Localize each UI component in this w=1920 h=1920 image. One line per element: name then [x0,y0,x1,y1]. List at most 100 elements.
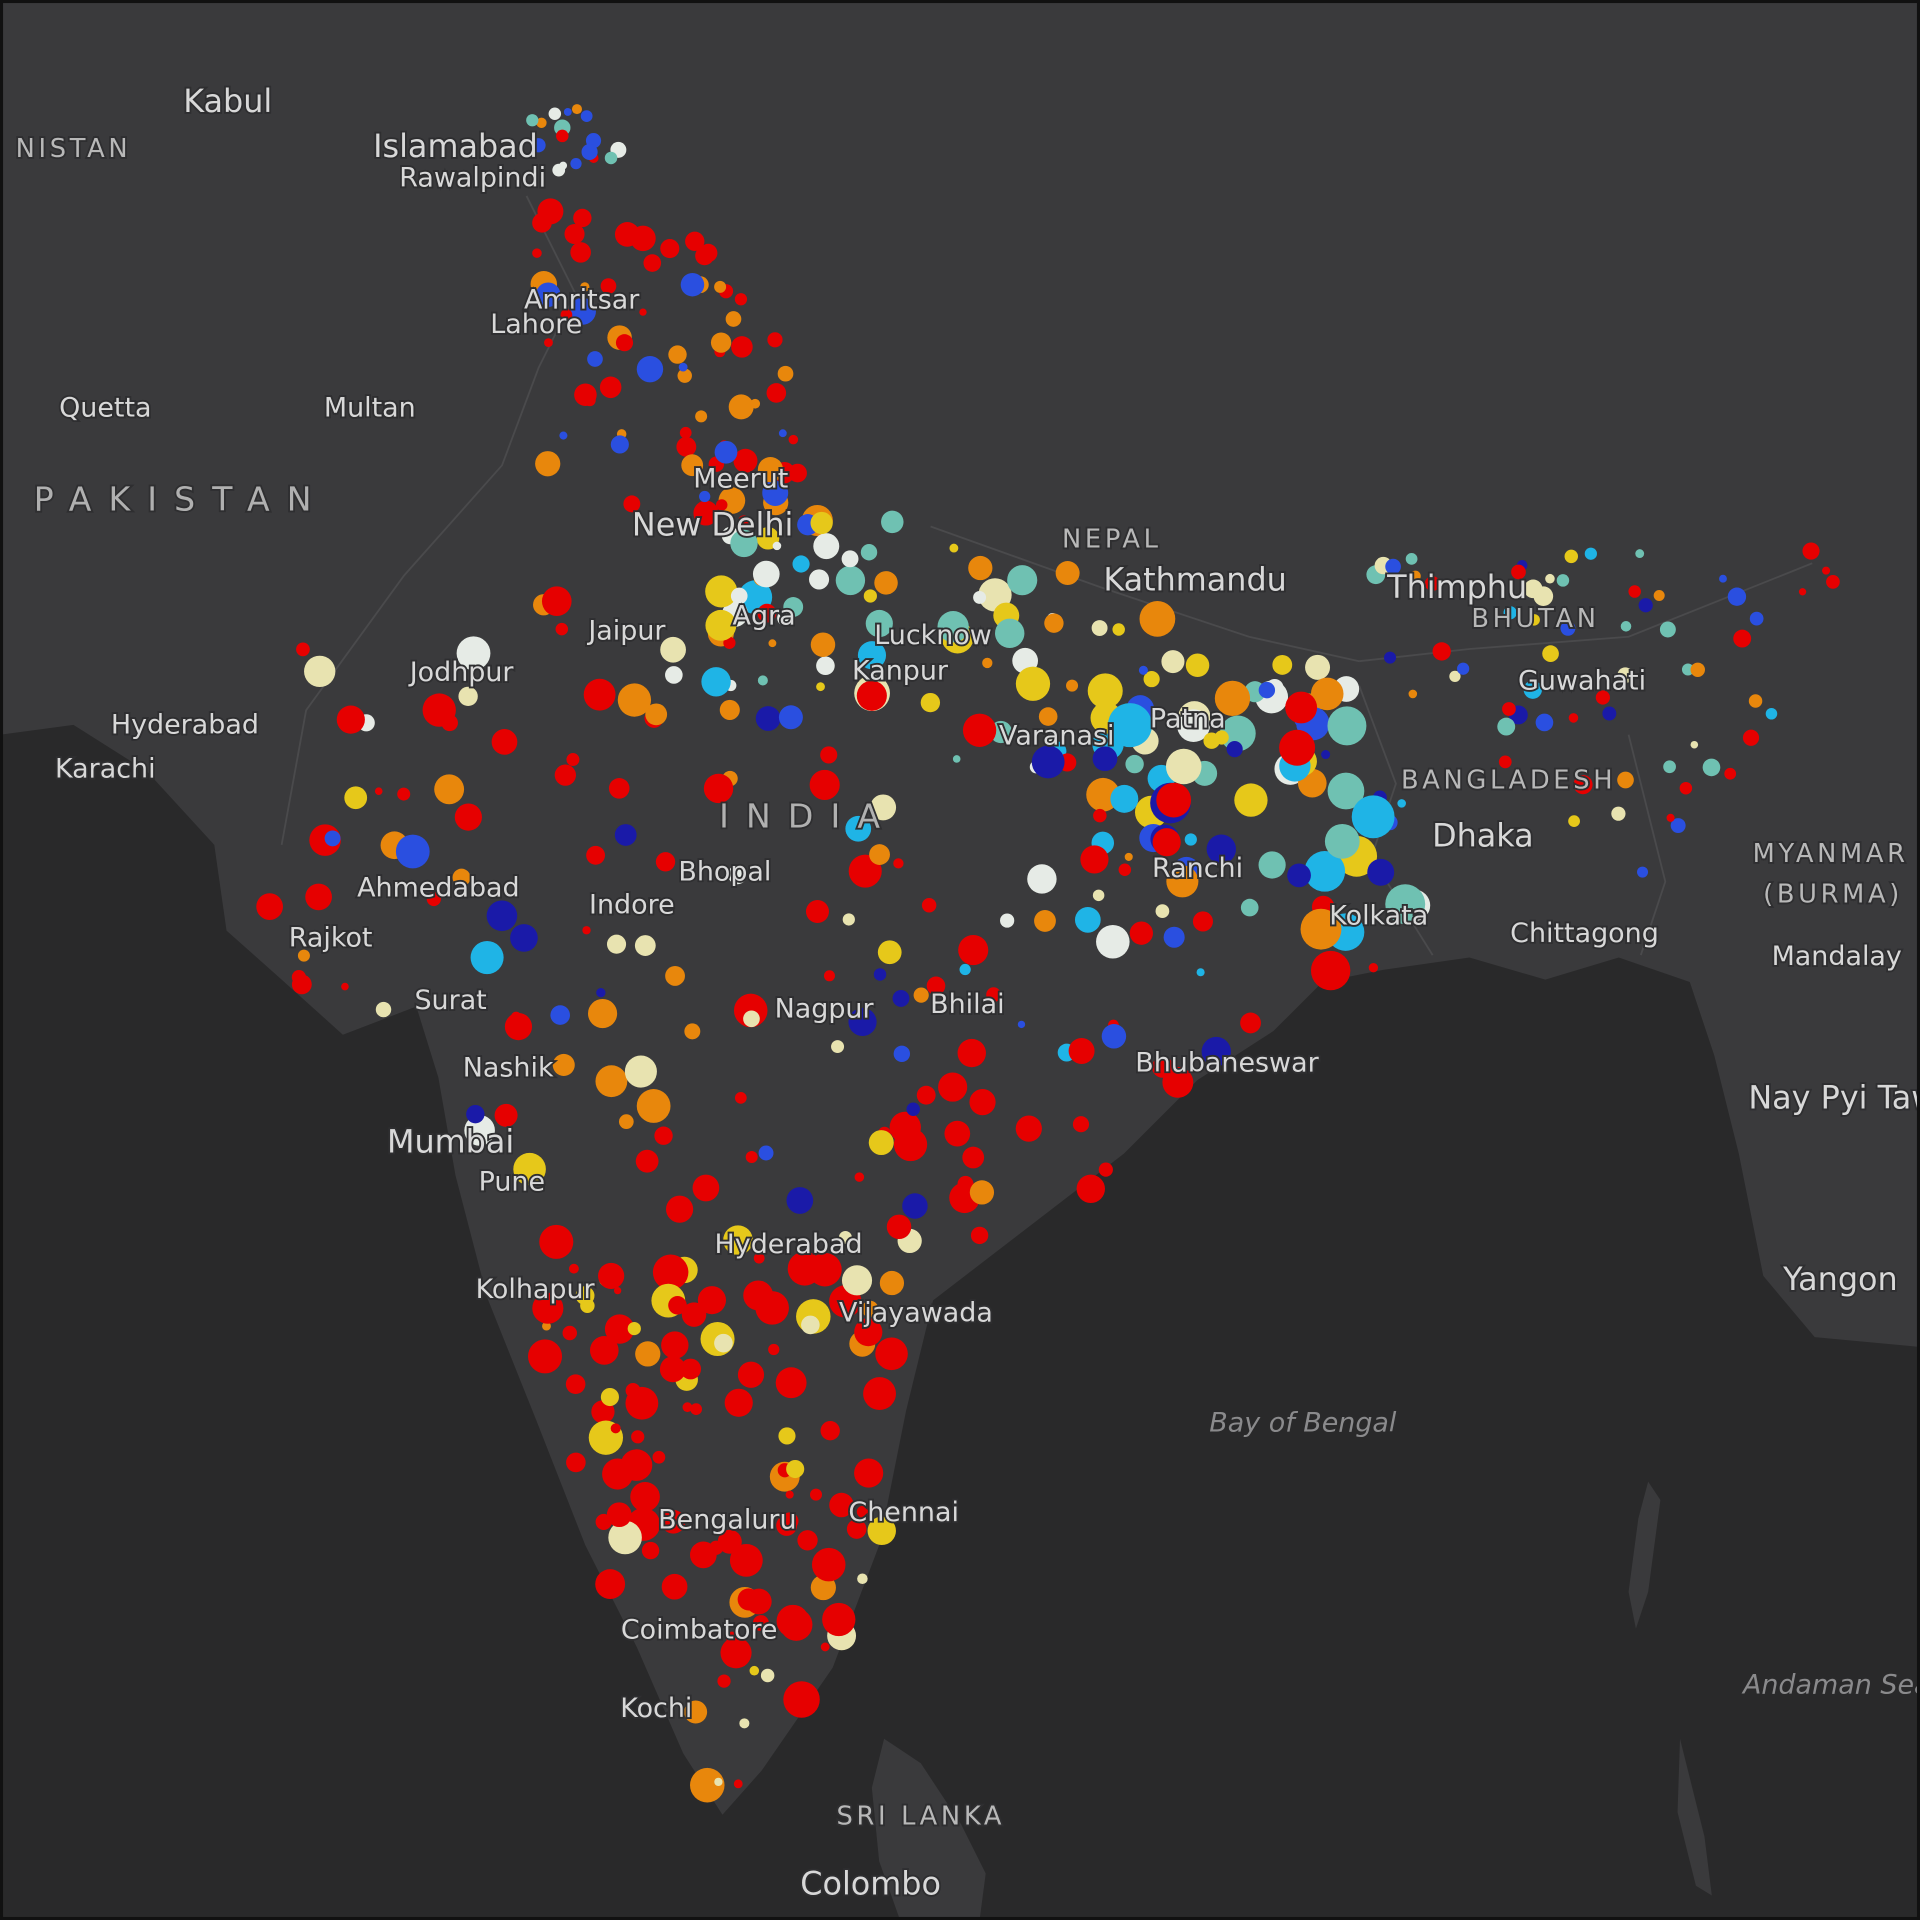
place-label: Yangon [1782,1260,1898,1298]
place-label: BANGLADESH [1401,766,1616,796]
dot [758,1145,774,1161]
dot [643,254,662,272]
dot [1498,755,1512,769]
dot [857,1573,868,1584]
dot [1724,767,1737,780]
dot [733,448,758,473]
dot [324,830,341,847]
dot [660,636,686,663]
dot [745,1151,758,1164]
dot [563,108,572,116]
place-label: Kolhapur [476,1274,596,1305]
dot [569,297,596,325]
dot [304,655,336,688]
dot [1092,746,1118,772]
dot [684,1023,701,1040]
dot [1310,677,1344,711]
dot [677,368,692,383]
dot [792,555,810,573]
dot [816,682,825,692]
dot [586,845,606,865]
place-label: Nay Pyi Taw [1748,1079,1920,1117]
dot [1093,808,1107,823]
dot [889,1111,921,1144]
dot [969,1180,995,1205]
dot [854,1318,883,1347]
dot [1568,713,1579,723]
dot [1206,834,1236,864]
dot [1285,691,1318,724]
dot [1091,620,1108,636]
dot [1568,815,1580,828]
dot [639,308,647,316]
dot [1101,1024,1127,1049]
dot [886,1214,912,1240]
dot [810,1488,822,1501]
dot [1184,833,1197,846]
dot [570,242,591,263]
dot [1201,1036,1231,1067]
dot [1635,549,1645,558]
dot [458,686,478,707]
dot [1637,866,1649,878]
dot [1638,598,1653,613]
dot [1733,629,1752,648]
dot [809,769,840,800]
dot [470,941,504,975]
dot [982,657,993,669]
dot [627,1321,641,1336]
dot [777,610,793,626]
dot [684,1700,708,1724]
dot [1043,728,1058,742]
dot [813,533,840,560]
dot [1163,926,1185,948]
dot [532,248,542,258]
dot [1300,908,1342,950]
dot [624,1055,657,1088]
dot [542,1321,551,1331]
dot [564,223,585,245]
dot [1080,845,1109,874]
dot [565,1374,586,1394]
dot [962,1146,985,1169]
dot [1305,654,1331,680]
dot [1351,795,1395,839]
dot [1457,662,1470,675]
sri-lanka [871,1738,986,1920]
dot [797,1530,818,1551]
dot [569,1263,579,1274]
dot [510,924,538,952]
dot [1535,713,1554,732]
dot [588,998,618,1029]
dot [1092,889,1105,902]
dot [920,692,941,713]
dot [690,1403,702,1416]
dot [679,426,692,439]
dot [1098,1162,1113,1177]
dot [820,1421,840,1441]
dot [1324,823,1360,859]
place-label: Pune [479,1166,545,1197]
dot [1177,709,1210,743]
place-label: Karachi [55,754,156,785]
dot [1272,654,1293,675]
dot [630,1482,660,1512]
dot [1110,784,1139,813]
dot [957,1175,974,1192]
dot [737,1361,765,1388]
place-label: Lucknow [874,620,992,651]
dot [305,883,332,911]
place-label: Chittagong [1510,918,1659,949]
dot [548,107,562,120]
dot [1155,904,1170,918]
dot [1542,645,1559,662]
dot [816,656,835,676]
dot [845,815,872,842]
dot [753,1252,765,1264]
dot [1143,671,1160,688]
dot [1798,588,1807,596]
dot [1112,623,1125,636]
dot [750,398,761,409]
dot [620,1449,653,1481]
